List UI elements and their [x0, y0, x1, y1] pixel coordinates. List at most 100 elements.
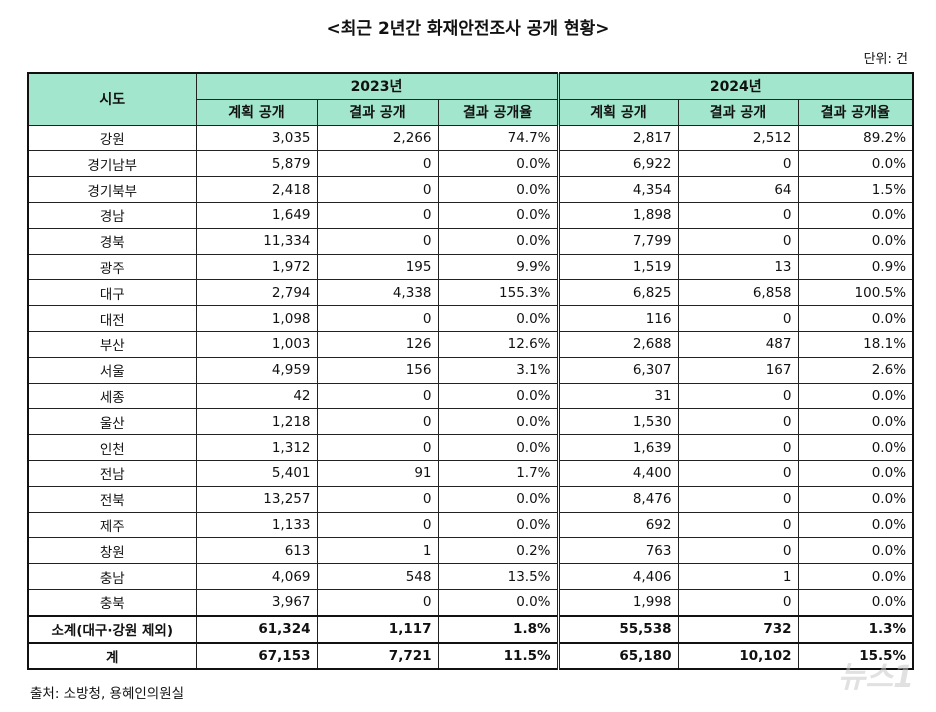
value-cell: 2,794	[195, 279, 318, 307]
header-result: 결과 공개	[316, 98, 439, 126]
value-cell: 155.3%	[437, 279, 560, 307]
table-row: 강원 3,035 2,266 74.7% 2,817 2,512 89.2%	[27, 124, 914, 152]
value-cell: 0	[316, 434, 439, 461]
value-cell: 613	[195, 537, 318, 565]
value-cell: 0	[316, 150, 439, 178]
value-cell: 0	[316, 485, 439, 513]
region-cell: 계	[27, 641, 197, 670]
value-cell: 126	[316, 330, 439, 358]
value-cell: 0	[677, 150, 799, 178]
region-cell: 대구	[27, 279, 197, 307]
value-cell: 6,307	[557, 356, 679, 384]
value-cell: 0	[677, 305, 799, 332]
value-cell: 0	[677, 408, 799, 436]
region-cell: 충남	[27, 563, 197, 590]
value-cell: 1,649	[195, 201, 318, 229]
region-cell: 울산	[27, 408, 197, 436]
value-cell: 15.5%	[797, 641, 914, 670]
table-title: <최근 2년간 화재안전조사 공개 현황>	[326, 19, 610, 39]
value-cell: 64	[677, 176, 799, 203]
region-cell: 경남	[27, 201, 197, 229]
value-cell: 0.0%	[437, 485, 560, 513]
header-result: 결과 공개	[677, 98, 799, 126]
value-cell: 692	[557, 511, 679, 539]
value-cell: 0.0%	[437, 201, 560, 229]
value-cell: 0.0%	[797, 537, 914, 565]
value-cell: 4,959	[195, 356, 318, 384]
header-rate: 결과 공개율	[437, 98, 560, 126]
fire-safety-table: 시도 2023년 2024년 계획 공개 결과 공개 결과 공개율 계획 공개 …	[27, 72, 915, 671]
value-cell: 2,688	[557, 330, 679, 358]
value-cell: 0	[677, 227, 799, 255]
value-cell: 0	[316, 227, 439, 255]
value-cell: 0.0%	[437, 408, 560, 436]
value-cell: 42	[195, 382, 318, 410]
table-row: 경기북부 2,418 0 0.0% 4,354 64 1.5%	[27, 176, 914, 203]
value-cell: 1,218	[195, 408, 318, 436]
value-cell: 1,898	[557, 201, 679, 229]
value-cell: 4,069	[195, 563, 318, 590]
value-cell: 548	[316, 563, 439, 590]
value-cell: 1,519	[557, 253, 679, 281]
table-row: 전남 5,401 91 1.7% 4,400 0 0.0%	[27, 459, 914, 487]
region-cell: 창원	[27, 537, 197, 565]
region-cell: 광주	[27, 253, 197, 281]
value-cell: 1,098	[195, 305, 318, 332]
value-cell: 0	[316, 176, 439, 203]
table-row: 대전 1,098 0 0.0% 116 0 0.0%	[27, 305, 914, 332]
value-cell: 1.5%	[797, 176, 914, 203]
header-region: 시도	[27, 72, 197, 126]
region-cell: 전남	[27, 459, 197, 487]
value-cell: 2.6%	[797, 356, 914, 384]
table-row: 제주 1,133 0 0.0% 692 0 0.0%	[27, 511, 914, 539]
value-cell: 0.0%	[437, 176, 560, 203]
subtotal-row: 소계(대구·강원 제외) 61,324 1,117 1.8% 55,538 732 1.3%	[27, 614, 914, 644]
value-cell: 0.0%	[797, 511, 914, 539]
value-cell: 0.2%	[437, 537, 560, 565]
value-cell: 13.5%	[437, 563, 560, 590]
value-cell: 0.0%	[797, 201, 914, 229]
value-cell: 732	[677, 614, 799, 644]
value-cell: 9.9%	[437, 253, 560, 281]
table-row: 부산 1,003 126 12.6% 2,688 487 18.1%	[27, 330, 914, 358]
value-cell: 3,967	[195, 588, 318, 617]
value-cell: 67,153	[195, 641, 318, 670]
value-cell: 1.3%	[797, 614, 914, 644]
value-cell: 7,799	[557, 227, 679, 255]
value-cell: 0	[677, 434, 799, 461]
value-cell: 0	[677, 459, 799, 487]
region-cell: 경북	[27, 227, 197, 255]
value-cell: 195	[316, 253, 439, 281]
value-cell: 0	[316, 382, 439, 410]
header-year-2024: 2024년	[557, 72, 914, 100]
value-cell: 1,972	[195, 253, 318, 281]
region-cell: 서울	[27, 356, 197, 384]
table-row: 경기남부 5,879 0 0.0% 6,922 0 0.0%	[27, 150, 914, 178]
value-cell: 0	[316, 201, 439, 229]
value-cell: 156	[316, 356, 439, 384]
value-cell: 0.9%	[797, 253, 914, 281]
value-cell: 0	[316, 588, 439, 617]
value-cell: 5,401	[195, 459, 318, 487]
value-cell: 0	[677, 537, 799, 565]
value-cell: 31	[557, 382, 679, 410]
value-cell: 0.0%	[797, 305, 914, 332]
value-cell: 6,922	[557, 150, 679, 178]
table-row: 울산 1,218 0 0.0% 1,530 0 0.0%	[27, 408, 914, 436]
value-cell: 116	[557, 305, 679, 332]
header-rate: 결과 공개율	[797, 98, 914, 126]
value-cell: 0	[316, 511, 439, 539]
table-row: 전북 13,257 0 0.0% 8,476 0 0.0%	[27, 485, 914, 513]
value-cell: 4,406	[557, 563, 679, 590]
value-cell: 13	[677, 253, 799, 281]
value-cell: 1	[677, 563, 799, 590]
value-cell: 3,035	[195, 124, 318, 152]
value-cell: 0	[677, 588, 799, 617]
value-cell: 1,998	[557, 588, 679, 617]
value-cell: 1,530	[557, 408, 679, 436]
table-row: 광주 1,972 195 9.9% 1,519 13 0.9%	[27, 253, 914, 281]
header-plan: 계획 공개	[557, 98, 679, 126]
table-row: 충북 3,967 0 0.0% 1,998 0 0.0%	[27, 588, 914, 617]
value-cell: 0	[677, 382, 799, 410]
region-cell: 강원	[27, 124, 197, 152]
